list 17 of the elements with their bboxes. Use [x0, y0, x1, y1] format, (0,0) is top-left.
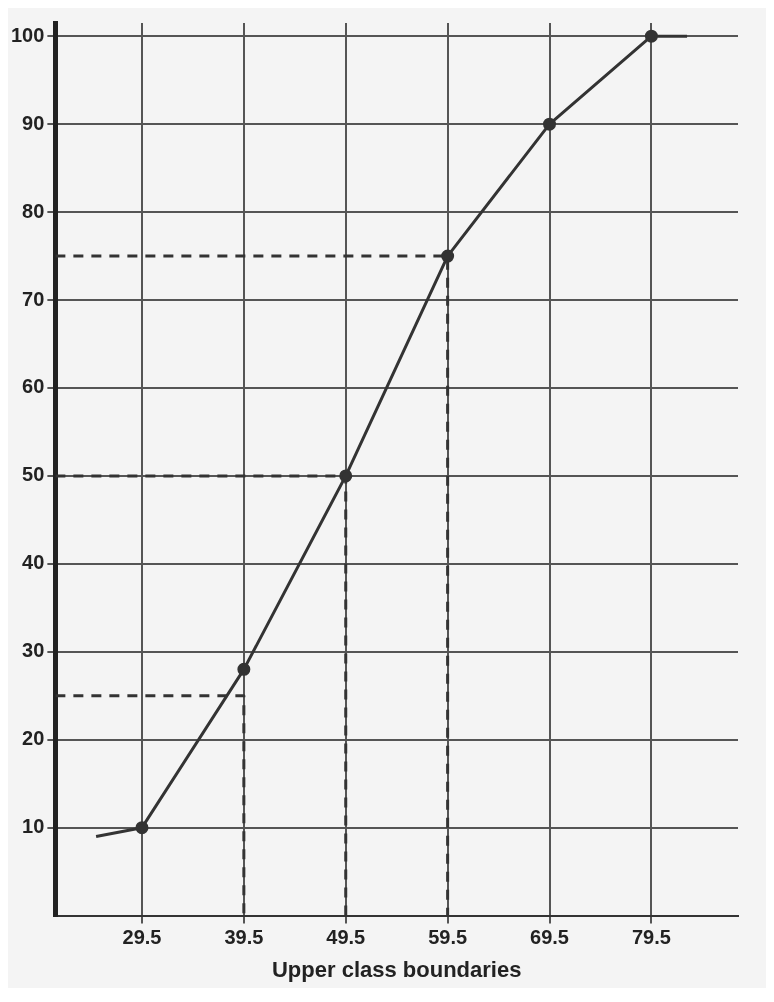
x-tick-label: 69.5	[530, 926, 569, 949]
y-tick-label: 40	[22, 551, 45, 574]
y-tick-label: 90	[22, 111, 45, 134]
x-tick-label: 49.5	[326, 926, 366, 949]
x-tick-label: 79.5	[631, 926, 671, 949]
y-tick-label: 20	[22, 727, 45, 750]
y-tick-label: 100	[10, 23, 45, 46]
y-tick-label: 80	[22, 199, 45, 222]
x-tick-label: 59.5	[428, 926, 468, 949]
y-tick-label: 60	[22, 375, 45, 398]
y-tick-label: 10	[22, 815, 45, 838]
y-tick-label: 50	[22, 463, 45, 486]
x-tick-label: 29.5	[122, 926, 162, 949]
x-tick-label: 39.5	[224, 926, 264, 949]
y-tick-label: 70	[22, 287, 45, 310]
x-axis-title: Upper class boundaries	[271, 956, 522, 982]
y-tick-label: 30	[22, 639, 45, 662]
